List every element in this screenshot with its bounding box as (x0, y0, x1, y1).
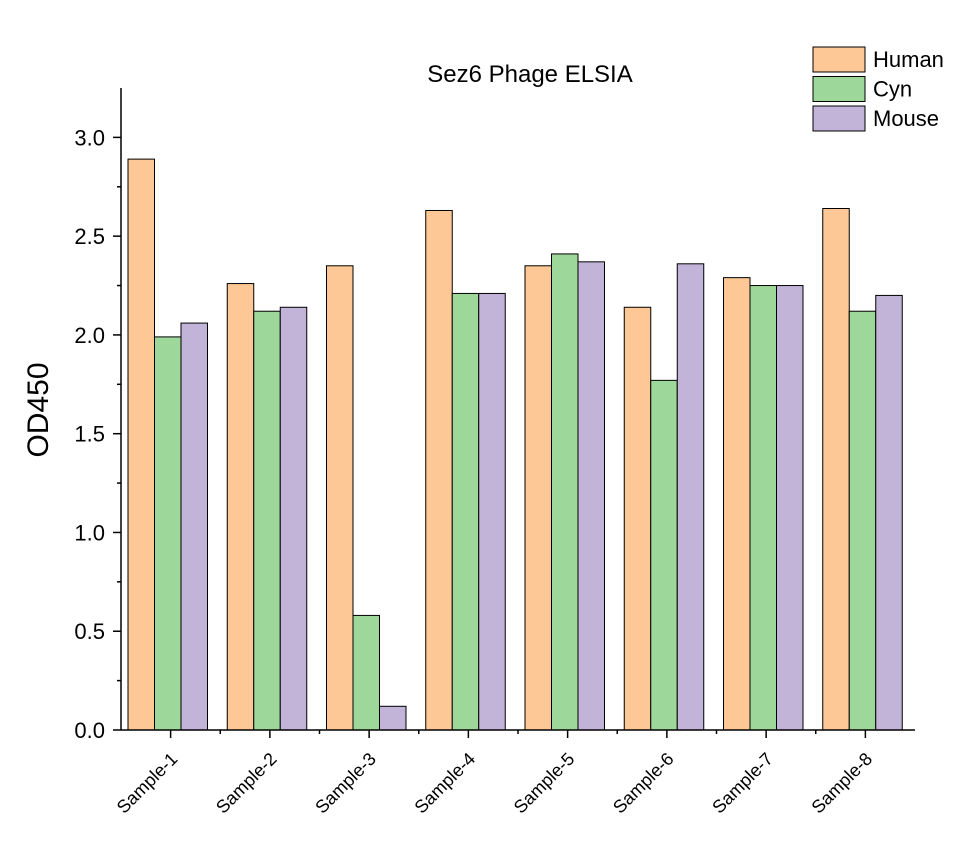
legend-swatch-cyn (812, 76, 866, 102)
bar-cyn-sample-6 (650, 379, 678, 731)
y-axis-label: OD450 (22, 362, 55, 457)
x-axis: Sample-1 Sample-2 Sample-3 Sample-4 Sample-5… (113, 729, 915, 818)
bar-human-sample-8 (822, 207, 850, 731)
x-tick-label: Sample-7 (708, 749, 777, 818)
bar-cyn-sample-4 (451, 292, 480, 731)
bar-cyn-sample-3 (352, 614, 380, 731)
bar-mouse-sample-5 (577, 261, 605, 731)
y-tick-label: 1.0 (74, 520, 105, 545)
bar-mouse-sample-2 (279, 306, 308, 731)
bar-human-sample-1 (127, 158, 155, 731)
bar-human-sample-3 (326, 265, 354, 731)
x-tick-label: Sample-2 (212, 749, 281, 818)
bar-cyn-sample-5 (551, 253, 579, 731)
bar-mouse-sample-8 (875, 294, 903, 731)
legend-label-mouse: Mouse (873, 106, 939, 131)
y-tick-label: 2.5 (74, 224, 105, 249)
y-tick-label: 0.0 (74, 718, 105, 743)
chart-title: Sez6 Phage ELSIA (427, 61, 632, 88)
bar-human-sample-4 (425, 209, 453, 731)
x-tick-label: Sample-6 (609, 749, 678, 818)
bar-cyn-sample-7 (749, 285, 777, 731)
y-axis: 0.0 0.5 1.0 1.5 2.0 2.5 3.0 (74, 88, 122, 743)
bar-mouse-sample-6 (676, 263, 705, 731)
bar-cyn-sample-2 (253, 310, 281, 731)
legend-label-cyn: Cyn (873, 77, 912, 102)
y-tick-label: 0.5 (74, 619, 105, 644)
bar-human-sample-2 (226, 283, 255, 731)
legend: Human Cyn Mouse (812, 46, 944, 132)
bar-mouse-sample-1 (180, 322, 208, 731)
x-tick-label: Sample-5 (510, 749, 579, 818)
x-tick-label: Sample-1 (113, 749, 182, 818)
y-tick-label: 1.5 (74, 422, 105, 447)
bar-cyn-sample-1 (154, 336, 182, 731)
legend-swatch-mouse (812, 105, 866, 132)
bar-mouse-sample-4 (478, 292, 506, 731)
y-tick-label: 2.0 (74, 323, 105, 348)
x-tick-label: Sample-4 (411, 749, 480, 818)
bar-group (127, 158, 903, 731)
x-tick-label: Sample-3 (311, 749, 380, 818)
bar-mouse-sample-7 (776, 285, 804, 731)
bar-human-sample-7 (723, 277, 751, 731)
x-tick-label: Sample-8 (808, 749, 877, 818)
legend-label-human: Human (873, 47, 944, 72)
bar-human-sample-6 (623, 306, 652, 731)
legend-swatch-human (812, 46, 866, 73)
bar-human-sample-5 (524, 265, 552, 731)
y-tick-label: 3.0 (74, 125, 105, 150)
bar-cyn-sample-8 (848, 310, 877, 731)
bar-mouse-sample-3 (379, 705, 407, 731)
